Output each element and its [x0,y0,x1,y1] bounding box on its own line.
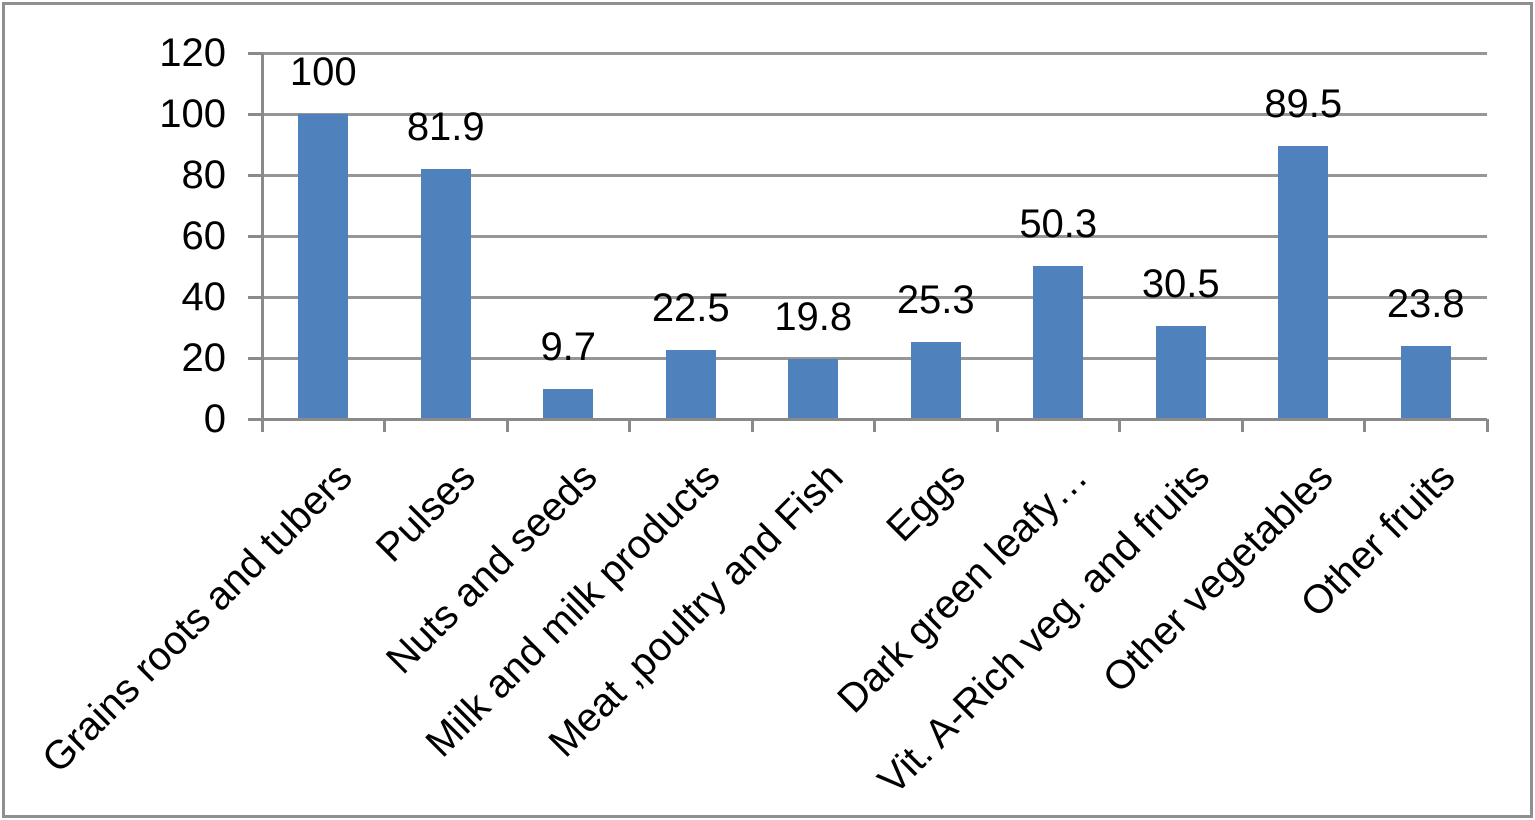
gridline [262,173,1487,177]
data-label: 23.8 [1386,282,1465,327]
y-axis-tick-label: 100 [159,92,226,136]
x-axis-tick [260,419,264,432]
gridline [262,356,1487,360]
x-axis-tick [505,419,509,432]
y-axis-tick-label: 120 [159,31,226,75]
x-axis-tick [873,419,876,432]
y-axis-tick [248,173,262,177]
y-axis-tick [248,51,262,55]
x-axis-line [248,417,1487,421]
bar [788,358,839,419]
data-label: 22.5 [651,286,730,331]
x-axis-category-label: Eggs [877,454,974,551]
data-label: 30.5 [1141,261,1220,306]
bar [1278,146,1329,419]
y-axis-tick-label: 0 [203,397,226,441]
x-axis-tick [1118,419,1121,432]
x-axis-category-label: Grains roots and tubers [34,454,361,782]
gridline [262,112,1487,116]
x-axis-category-label: Other vegetables [1094,454,1341,702]
gridline [262,234,1487,238]
y-axis-tick [248,295,262,299]
bar [665,350,716,419]
x-axis-category-label: Pulses [367,454,484,571]
data-label: 50.3 [1019,201,1098,246]
bar [910,341,961,419]
y-axis-tick-label: 20 [181,336,227,380]
data-label: 19.8 [774,294,853,339]
y-axis-tick-label: 40 [181,275,227,319]
x-axis-tick [1485,419,1489,432]
data-label: 9.7 [540,325,597,370]
y-axis-tick-label: 60 [181,214,227,258]
bar [1155,325,1206,419]
y-axis-tick-label: 80 [181,153,227,197]
x-axis-tick [383,419,386,432]
y-axis-tick [248,356,262,360]
bar [420,169,471,419]
x-axis-category-label: Nuts and seeds [378,454,606,683]
data-label: 25.3 [896,277,975,322]
x-axis-tick [628,419,631,432]
bar [1400,346,1451,419]
y-axis-tick [248,112,262,116]
y-axis-tick [248,234,262,238]
bar [1033,265,1084,419]
data-label: 81.9 [406,105,485,150]
y-axis-line [260,53,264,432]
x-axis-tick [750,419,754,432]
bar [298,114,349,419]
x-axis-tick [995,419,999,432]
data-label: 89.5 [1264,82,1343,127]
bar [543,389,594,419]
gridline [262,51,1487,55]
x-axis-tick [1240,419,1244,432]
gridline [262,295,1487,299]
data-label: 100 [289,50,357,94]
x-axis-tick [1363,419,1366,432]
